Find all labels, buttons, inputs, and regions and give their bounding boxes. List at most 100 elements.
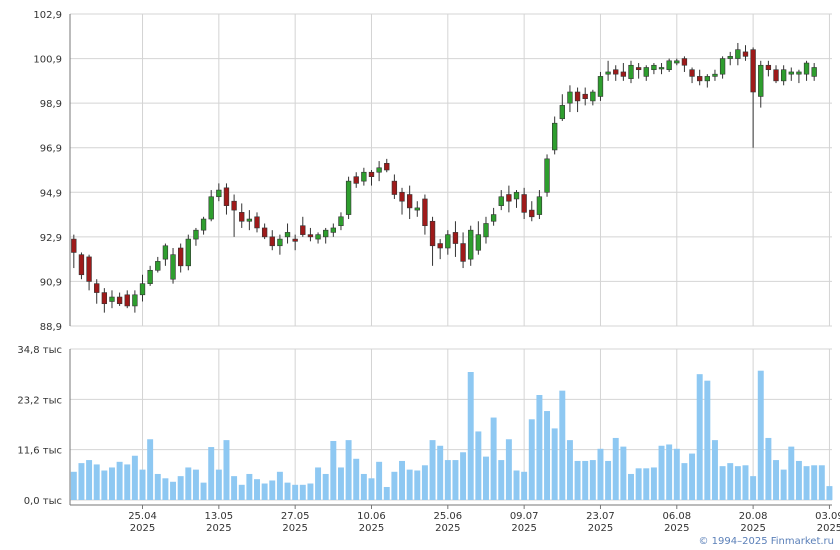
candle-body [292,238,298,242]
volume-bar [246,473,253,500]
volume-bar [231,476,238,500]
volume-bar [750,476,757,500]
candle-body [269,236,275,247]
candle-body [368,171,375,177]
volume-y-tick-label: 11,6 тыс [17,446,62,457]
volume-bar [628,473,634,500]
candle-body [139,283,146,296]
volume-bar [505,439,512,500]
candle-body [254,216,260,229]
candle-body [803,62,810,75]
candle-body [460,243,466,262]
volume-bar [460,452,467,500]
candle-body [200,218,207,231]
volume-bar [147,439,154,500]
candle-body [162,245,169,260]
candle-body [765,64,772,71]
volume-bar [86,460,93,500]
candle-body [628,64,634,79]
candle-body [315,234,321,240]
candle-body [742,51,749,57]
price-y-tick-label: 96,9 [40,144,62,155]
volume-bar [208,447,215,500]
candle-body [727,56,733,59]
volume-bar [826,486,833,500]
candle-body [796,71,802,75]
volume-bar [330,440,337,500]
volume-bar [414,470,421,500]
volume-bar [719,466,726,500]
candle-body [719,58,726,75]
candle-body [231,200,237,211]
x-tick-label-year: 2025 [664,523,689,534]
candle-body [620,71,627,77]
candle-body [406,194,413,209]
x-tick-label-year: 2025 [740,523,765,534]
volume-bar [727,463,734,500]
candle-body [193,229,199,240]
volume-bar [528,419,535,500]
candle-body [277,238,283,247]
candle-body [513,191,520,200]
candle-body [758,64,764,97]
candle-body [109,296,115,302]
volume-bar [521,471,528,500]
candle-body [422,198,428,227]
volume-bar [513,470,520,500]
candle-body [307,234,314,238]
volume-bar [406,469,413,500]
candle-body [590,91,596,102]
volume-bar [70,471,77,500]
volume-bar [170,481,177,500]
candle-body [132,294,138,307]
volume-bar [795,460,802,500]
volume-bar [551,428,558,500]
volume-bar [711,440,718,500]
volume-bar [803,466,810,500]
x-tick-label-date: 13.05 [205,511,234,522]
volume-bar [391,471,398,500]
volume-bar [696,374,703,500]
candle-body [376,167,382,173]
candle-body [681,58,688,66]
x-tick-label-date: 27.05 [281,511,310,522]
price-y-tick-label: 92,9 [40,233,62,244]
x-tick-label-date: 06.08 [662,511,691,522]
candle-body [582,93,588,99]
volume-bar [162,478,169,500]
candle-body [437,243,443,249]
volume-bar [773,460,779,500]
x-tick-label-year: 2025 [206,523,231,534]
x-tick-label-date: 20.08 [739,511,768,522]
candle-body [704,76,710,82]
volume-bar [574,460,581,500]
candle-body [635,67,642,71]
volume-bar [299,484,306,500]
volume-bar [757,370,764,500]
volume-bar [597,448,604,500]
candle-body [811,67,817,77]
candle-body [384,163,390,171]
volume-bar [612,437,619,500]
volume-bar [475,431,482,500]
volume-bar [536,394,543,500]
volume-bar [559,390,566,500]
candle-body [284,232,291,238]
candle-body [712,73,718,77]
volume-bar [498,460,505,500]
candle-body [86,256,92,282]
volume-bar [269,480,276,500]
candle-body [147,269,153,284]
candle-body [658,67,665,70]
volume-bar [399,460,405,500]
volume-bar [109,467,115,500]
candle-body [674,60,680,64]
volume-bar [780,469,787,500]
candle-body [399,191,405,202]
volume-bar [238,484,245,500]
volume-bar [261,483,268,500]
volume-bar [139,469,146,500]
candle-body [735,49,741,59]
